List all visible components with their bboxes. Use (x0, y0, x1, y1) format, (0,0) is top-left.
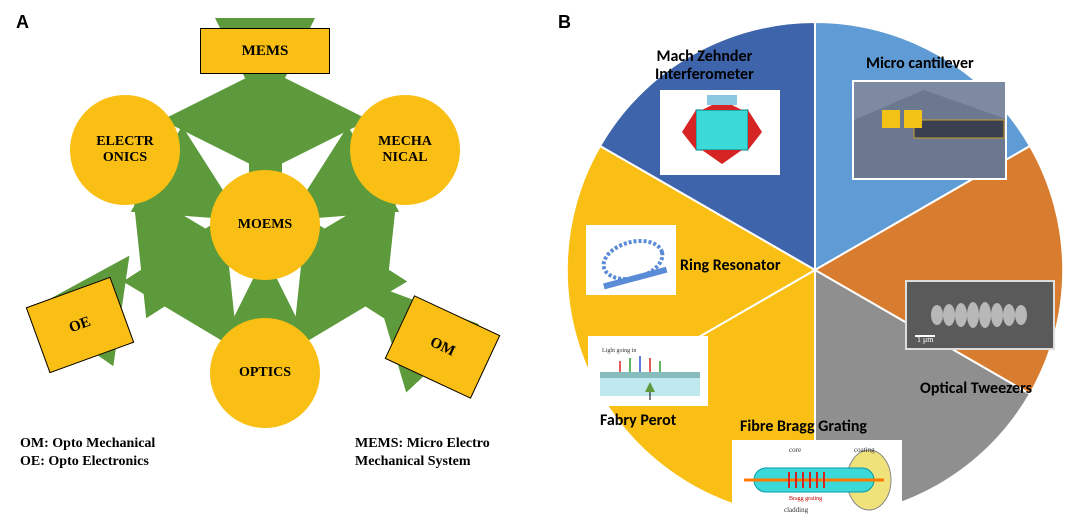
svg-text:Bragg grating: Bragg grating (789, 496, 822, 502)
electronics-label: ELECTRONICS (96, 134, 154, 166)
thumb-tweezers: 1 μm (905, 280, 1055, 350)
label-micro-cantilever: Micro cantilever (866, 55, 974, 73)
mechanical-node: MECHANICAL (350, 95, 460, 205)
label-mach-zehnder: Mach ZehnderInterferometer (655, 48, 754, 85)
svg-text:Light going in: Light going in (602, 348, 636, 354)
svg-text:cladding: cladding (784, 506, 809, 514)
optics-label: OPTICS (239, 365, 291, 381)
svg-text:coating: coating (854, 446, 875, 454)
label-fabry-perot: Fabry Perot (600, 412, 676, 430)
svg-text:core: core (789, 446, 801, 454)
legend-left: OM: Opto Mechanical OE: Opto Electronics (20, 435, 155, 471)
oe-label: OE (67, 313, 93, 336)
electronics-node: ELECTRONICS (70, 95, 180, 205)
mems-label: MEMS (242, 43, 289, 60)
thumb-cantilever (852, 80, 1007, 180)
label-optical-tweezers: Optical Tweezers (920, 380, 1032, 398)
optics-node: OPTICS (210, 318, 320, 428)
thumb-mach-zehnder (660, 90, 780, 175)
mechanical-label: MECHANICAL (378, 134, 432, 166)
thumb-fibre-bragg: core coating cladding Bragg grating (732, 440, 902, 520)
moems-label: MOEMS (238, 217, 292, 233)
om-label: OM (427, 334, 458, 360)
legend-right: MEMS: Micro Electro Mechanical System (355, 435, 490, 471)
mems-box: MEMS (200, 28, 330, 74)
thumb-fabry-perot: Light going in (588, 336, 708, 406)
thumb-ring-resonator (586, 225, 676, 295)
label-ring-resonator: Ring Resonator (680, 257, 781, 275)
label-fibre-bragg: Fibre Bragg Grating (740, 418, 867, 436)
moems-node: MOEMS (210, 170, 320, 280)
